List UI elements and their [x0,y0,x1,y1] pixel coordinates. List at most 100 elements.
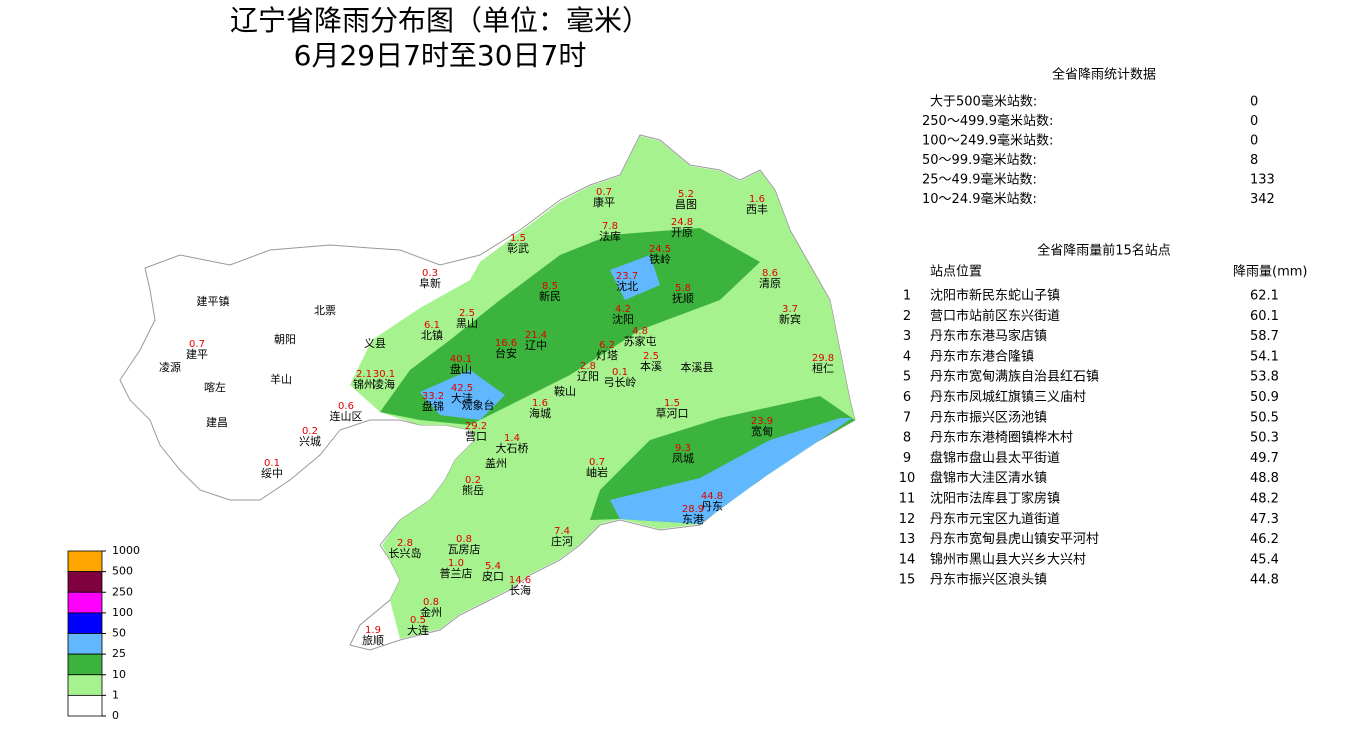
station-name: 北票 [314,304,336,317]
station-name: 苏家屯 [624,334,657,348]
station-value: 24.5 [649,244,671,255]
site: 丹东市凤城红旗镇三义庙村 [930,389,1086,405]
rain-value: 60.1 [1250,309,1279,324]
station-name: 长海 [509,583,531,597]
station-name: 大洼 [451,391,473,405]
station-name: 连山区 [330,410,363,423]
rain-value: 45.4 [1250,552,1279,567]
rank: 4 [903,349,911,364]
station-name: 辽中 [525,339,547,352]
map [119,134,856,651]
rain-value: 62.1 [1250,289,1279,304]
station-name: 普兰店 [440,566,473,580]
station-value: 2.8 [580,361,596,372]
station-value: 2.5 [459,308,475,319]
station-value: 23.9 [751,416,773,427]
station-name: 灯塔 [596,349,618,362]
station-name: 鞍山 [554,384,576,398]
station-value: 0.8 [423,597,439,608]
rain-25-50 [610,418,852,524]
station-name: 盘山 [450,362,472,376]
station-value: 0.6 [338,401,354,412]
station-name: 建昌 [206,415,228,429]
station-name: 法库 [599,229,621,243]
station-value: 0.7 [596,187,612,198]
legend-label: 100 [112,606,133,619]
station-name: 庄河 [551,534,573,548]
station-name: 羊山 [270,372,292,386]
station-value: 1.9 [365,625,381,636]
subtitle: 6月29日7时至30日7时 [294,39,587,72]
legend-label: 1 [112,688,119,701]
stat-value: 8 [1250,153,1258,168]
legend-swatch [67,633,103,655]
station-name: 绥中 [261,467,283,480]
legend-label: 500 [112,565,133,578]
station-value: 2.1 [356,369,372,380]
rank: 10 [899,471,916,486]
station-name: 建平 [186,347,208,361]
rank: 2 [903,309,911,324]
station-name: 大石桥 [496,441,529,455]
legend-swatch [67,550,103,573]
legend-swatch [67,571,103,593]
station-name: 台安 [495,346,517,360]
site: 盘锦市盘山县太平街道 [930,450,1060,466]
station-value: 42.5 [451,383,473,394]
station-value: 30.1 [373,369,395,380]
site: 丹东市振兴区汤池镇 [930,409,1047,425]
station-value: 7.8 [602,221,618,232]
stat-value: 0 [1250,95,1258,110]
station-value: 40.1 [450,354,472,365]
station-name: 沈北 [616,279,638,293]
stats-title: 全省降雨统计数据 [1052,67,1156,83]
rank: 13 [899,532,916,547]
col-header: 降雨量(mm) [1233,265,1307,280]
station-name: 本溪 [640,359,662,373]
station-name: 盖州 [485,456,507,470]
legend-label: 10 [112,668,126,681]
rank: 7 [903,410,911,425]
station-name: 彰武 [507,241,529,255]
station-name: 建平镇 [197,294,230,308]
station-name: 旅顺 [362,633,384,647]
station-name: 营口 [465,429,487,443]
stat-value: 0 [1250,114,1258,129]
station-value: 6.2 [599,340,615,351]
rain-value: 47.3 [1250,512,1279,527]
legend-label: 1000 [112,544,140,557]
site: 沈阳市法库县丁家房镇 [930,491,1060,507]
legend-label: 25 [112,647,126,660]
station-value: 1.5 [664,398,680,409]
station-name: 黑山 [456,317,478,330]
station-name: 长兴岛 [389,546,422,560]
station-value: 3.7 [782,304,798,315]
rank: 9 [903,451,911,466]
site: 营口市站前区东兴街道 [930,308,1060,324]
stat-label: 大于500毫米站数: [930,94,1037,110]
station-value: 0.2 [465,475,481,486]
legend-label: 0 [112,709,119,722]
station-name: 弓长岭 [604,375,637,389]
station-value: 33.2 [422,391,444,402]
station-value: 14.6 [509,575,531,586]
rank: 5 [903,370,911,385]
stat-value: 342 [1250,192,1275,207]
station-name: 金州 [420,605,442,619]
station-name: 清原 [759,277,781,290]
station-value: 23.7 [616,271,638,282]
station-value: 9.3 [675,443,691,454]
site: 丹东市东港马家店镇 [930,328,1047,344]
station-name: 锦州 [353,377,375,391]
top15-title: 全省降雨量前15名站点 [1037,243,1171,259]
station-value: 1.0 [448,558,464,569]
station-name: 凤城 [672,452,694,465]
stat-label: 250～499.9毫米站数: [922,113,1053,129]
station-name: 抚顺 [672,291,694,305]
station-name: 海城 [529,406,551,420]
station-name: 北镇 [421,328,443,342]
rain-value: 46.2 [1250,532,1279,547]
station-name: 本溪县 [681,360,714,374]
rain-value: 50.9 [1250,390,1279,405]
station-value: 7.4 [554,526,570,537]
